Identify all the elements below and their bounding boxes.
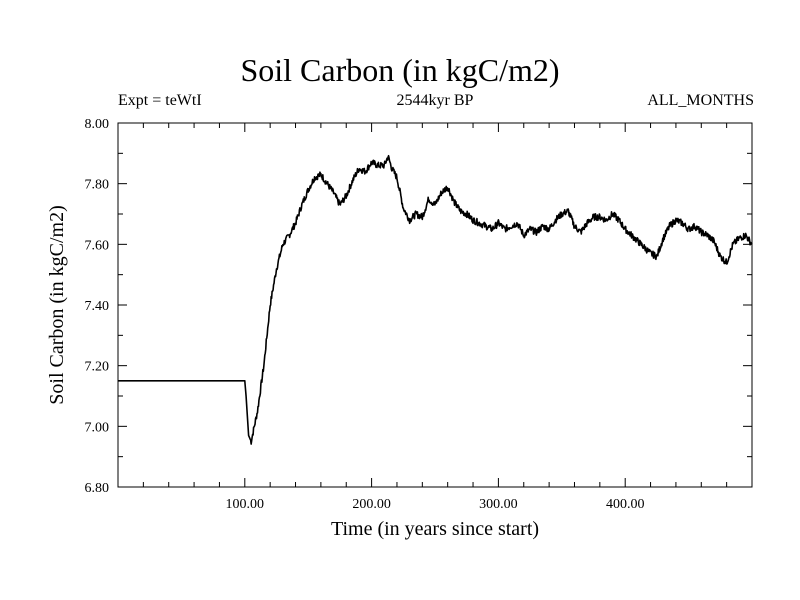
x-tick-label: 400.00 [606, 497, 645, 512]
y-tick-label: 7.00 [85, 420, 110, 435]
x-tick-label: 100.00 [226, 497, 265, 512]
axis-ticks [118, 122, 752, 488]
y-tick-label: 7.80 [85, 178, 110, 193]
plot-frame [117, 122, 753, 488]
period-label: 2544kyr BP [396, 92, 474, 109]
series-line [118, 154, 753, 445]
series-group [118, 154, 753, 445]
x-axis-label: Time (in years since start) [331, 518, 539, 540]
y-tick-label: 6.80 [85, 481, 110, 496]
y-axis-label: Soil Carbon (in kgC/m2) [46, 205, 68, 404]
months-label: ALL_MONTHS [647, 92, 754, 109]
y-tick-label: 7.60 [85, 238, 110, 253]
x-tick-label: 300.00 [479, 497, 518, 512]
y-tick-label: 7.40 [85, 299, 110, 314]
x-tick-label: 200.00 [352, 497, 391, 512]
y-tick-label: 8.00 [85, 117, 110, 132]
tick-labels: 6.80 7.00 7.20 7.40 7.60 7.80 8.00 100.00 200.00… [85, 117, 645, 512]
y-tick-label: 7.20 [85, 360, 110, 375]
experiment-label: Expt = teWtI [118, 92, 202, 109]
chart-title: Soil Carbon (in kgC/m2) [240, 52, 560, 88]
